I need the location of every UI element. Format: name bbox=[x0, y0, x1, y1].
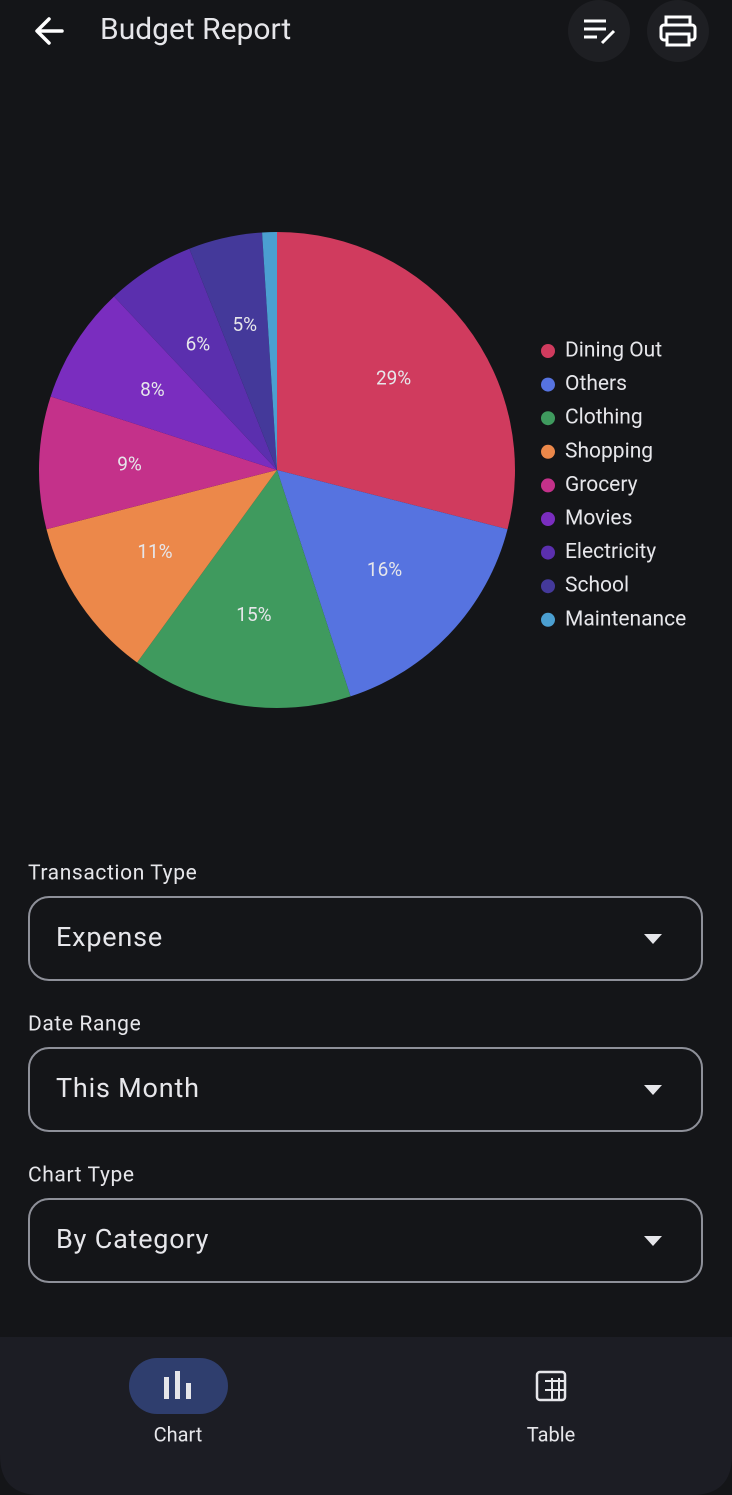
pie-slice bbox=[277, 232, 515, 530]
dropdown-arrow bbox=[644, 1085, 662, 1095]
dropdown-value: By Category bbox=[56, 1223, 209, 1255]
back-button[interactable] bbox=[35, 17, 64, 45]
slice-label: 16% bbox=[367, 558, 402, 581]
edit-icon bbox=[584, 19, 616, 45]
legend-marker bbox=[541, 377, 555, 392]
edit-button-bg bbox=[568, 0, 630, 62]
dropdown-value: Expense bbox=[56, 921, 163, 953]
nav-label: Table bbox=[527, 1422, 575, 1446]
legend-marker bbox=[541, 579, 555, 594]
pie-slice bbox=[39, 396, 278, 530]
legend-label: School bbox=[565, 574, 629, 598]
legend-marker bbox=[541, 545, 555, 560]
chart-icon-bar bbox=[164, 1377, 169, 1399]
dropdown[interactable]: By Category bbox=[28, 1198, 703, 1283]
slice-label: 11% bbox=[137, 540, 172, 563]
legend-marker bbox=[541, 512, 555, 526]
dropdown-box bbox=[28, 896, 703, 981]
legend-label: Electricity bbox=[565, 540, 656, 564]
legend-label: Movies bbox=[565, 507, 632, 531]
legend-marker bbox=[541, 411, 555, 426]
dropdown-value: This Month bbox=[56, 1072, 200, 1104]
slice-label: 29% bbox=[376, 367, 411, 390]
dropdown-arrow bbox=[644, 1236, 662, 1246]
print-button-bg bbox=[647, 0, 709, 62]
slice-label: 6% bbox=[186, 332, 211, 355]
legend-marker bbox=[541, 344, 555, 358]
field-label: Date Range bbox=[28, 1013, 141, 1037]
pie-slice bbox=[137, 470, 351, 708]
print-icon-paper bbox=[665, 32, 691, 47]
chart-icon-bar bbox=[175, 1371, 180, 1399]
bottom-nav bbox=[0, 1337, 732, 1495]
legend-marker bbox=[541, 478, 555, 493]
nav-chart[interactable]: Chart bbox=[129, 1358, 228, 1446]
pie-slice bbox=[50, 296, 278, 470]
dropdown-box bbox=[28, 1047, 703, 1132]
print-button[interactable] bbox=[647, 0, 709, 62]
pie-slice bbox=[189, 232, 277, 470]
filter-form: Transaction Type Expense Date Range This Mo… bbox=[28, 862, 703, 1283]
field-label: Transaction Type bbox=[28, 862, 197, 886]
edit-button[interactable] bbox=[568, 0, 630, 62]
dropdown[interactable]: Expense bbox=[28, 896, 703, 981]
legend-marker bbox=[541, 612, 555, 627]
dropdown[interactable]: This Month bbox=[28, 1047, 703, 1132]
dropdown-box bbox=[28, 1198, 703, 1283]
pie-slice bbox=[114, 248, 277, 470]
field-label: Chart Type bbox=[28, 1164, 135, 1188]
slice-label: 9% bbox=[117, 452, 142, 475]
slice-label: 5% bbox=[233, 313, 258, 336]
pie-slice bbox=[262, 232, 277, 470]
legend-label: Grocery bbox=[565, 473, 638, 497]
pie-slice bbox=[277, 470, 508, 697]
legend-marker bbox=[541, 444, 555, 459]
header-title: Budget Report bbox=[100, 12, 291, 47]
legend-label: Dining Out bbox=[565, 339, 662, 363]
nav-table[interactable]: Table bbox=[527, 1370, 575, 1446]
legend-label: Clothing bbox=[565, 406, 643, 430]
dropdown-arrow bbox=[644, 934, 662, 944]
legend-label: Others bbox=[565, 372, 627, 396]
back-icon bbox=[35, 17, 64, 45]
chart-icon-bar bbox=[186, 1383, 191, 1399]
pie-slice bbox=[46, 470, 278, 663]
slice-label: 8% bbox=[140, 378, 165, 401]
legend-label: Shopping bbox=[565, 439, 653, 463]
nav-label: Chart bbox=[154, 1422, 203, 1446]
table-icon-grid bbox=[545, 1378, 565, 1400]
pie-chart: 29% 16% 15% 11% 9% 8% 6% 5% Dining Out Others Clot… bbox=[39, 232, 686, 708]
slice-label: 15% bbox=[236, 603, 271, 626]
legend-label: Maintenance bbox=[565, 607, 686, 631]
